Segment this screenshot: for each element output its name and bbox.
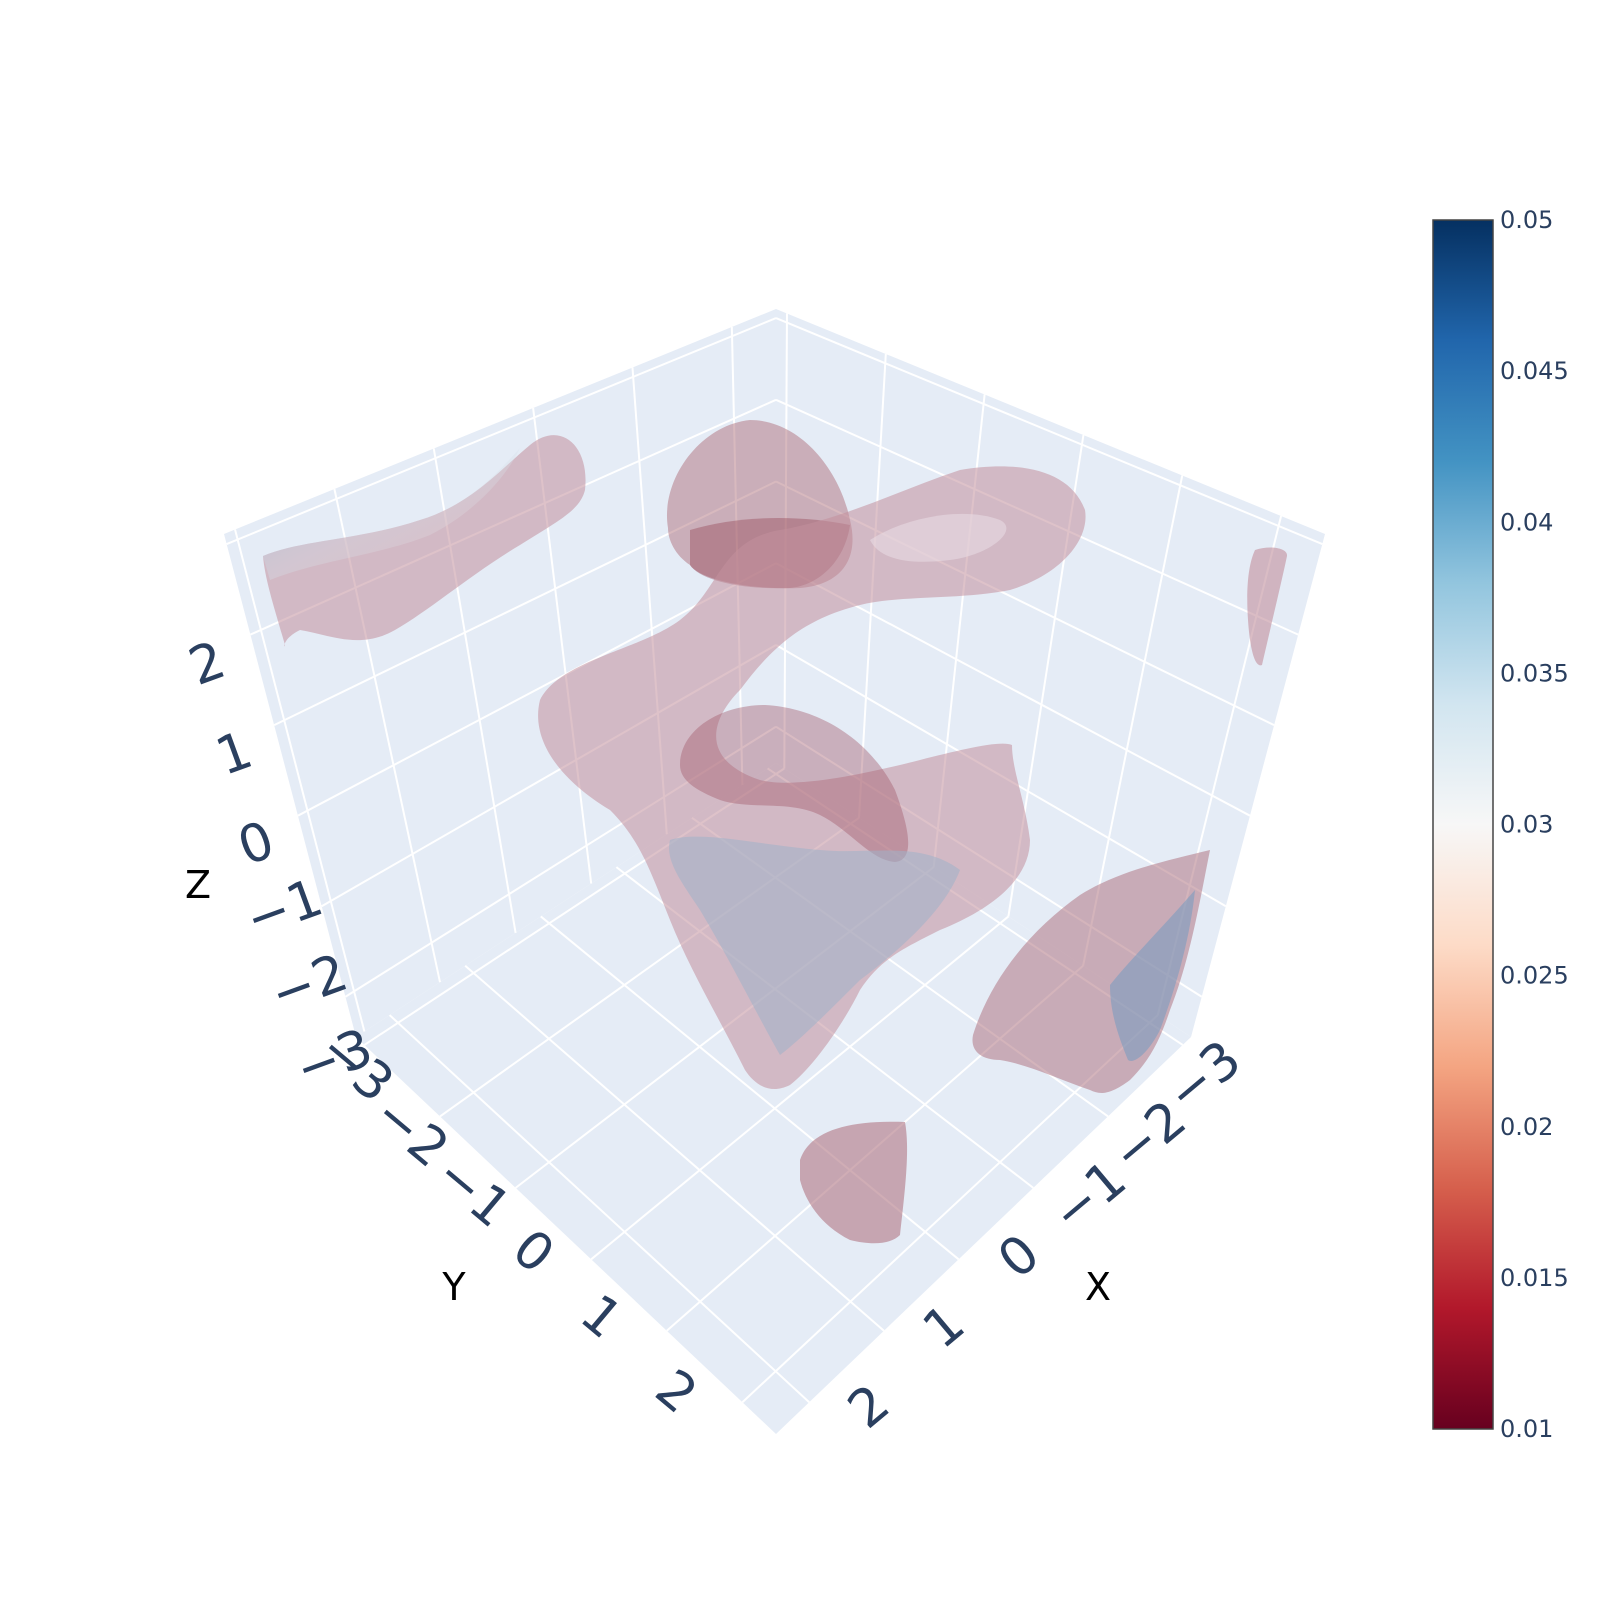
x-tick-label: 0 <box>987 1223 1051 1290</box>
colorbar-tick-label: 0.035 <box>1500 659 1569 687</box>
colorbar-tick-label: 0.01 <box>1500 1415 1553 1443</box>
z-tick-label: 0 <box>230 810 282 878</box>
gridline <box>590 915 1010 1261</box>
surface-top-left-blob <box>263 435 586 647</box>
x-tick-label: 1 <box>912 1293 976 1360</box>
surface-main-tube-highlight <box>870 513 1007 562</box>
left-wall <box>224 309 776 1037</box>
surface-top-left-highlight <box>263 448 520 580</box>
colorbar-ticks: 0.01 0.015 0.02 0.025 0.03 0.035 0.04 0.045 0.05 <box>1500 206 1569 1443</box>
surface-lower-triangle <box>669 836 960 1055</box>
surface-bottom-blob <box>800 1121 908 1244</box>
z-tick-label: 2 <box>181 630 233 698</box>
floor <box>356 763 1191 1434</box>
colorbar-tick-label: 0.03 <box>1500 811 1553 839</box>
colorbar-tick-label: 0.025 <box>1500 962 1569 990</box>
colorbar-gradient <box>1432 219 1494 1430</box>
x-tick-label: 2 <box>837 1373 901 1440</box>
gridline <box>273 480 777 727</box>
y-tick-label: 2 <box>644 1358 708 1425</box>
y-tick-label: 0 <box>501 1218 565 1285</box>
isosurface <box>263 420 1288 1244</box>
colorbar-tick-label: 0.05 <box>1500 206 1553 234</box>
colorbar: 0.01 0.015 0.02 0.025 0.03 0.035 0.04 0.045 0.05 <box>1432 206 1569 1443</box>
colorbar-tick-label: 0.02 <box>1500 1113 1553 1141</box>
z-tick-label: 1 <box>208 720 260 788</box>
gridline <box>388 1014 810 1403</box>
gridline <box>226 317 777 545</box>
x-axis-title: X <box>1085 1265 1111 1309</box>
surface-right-edge-sliver <box>1247 547 1288 666</box>
y-tick-label: 1 <box>569 1283 633 1350</box>
gridline <box>775 317 1323 545</box>
surface-inner-loop <box>680 705 909 862</box>
y-axis-title: Y <box>441 1265 466 1309</box>
gridline <box>464 965 885 1332</box>
gridline <box>1082 475 1184 966</box>
gridline <box>234 529 366 1032</box>
z-axis-title: Z <box>185 863 211 907</box>
colorbar-tick-label: 0.015 <box>1500 1264 1569 1292</box>
colorbar-tick-label: 0.045 <box>1500 357 1569 385</box>
surface-lower-right-highlight <box>1110 890 1195 1061</box>
colorbar-tick-label: 0.04 <box>1500 508 1553 536</box>
